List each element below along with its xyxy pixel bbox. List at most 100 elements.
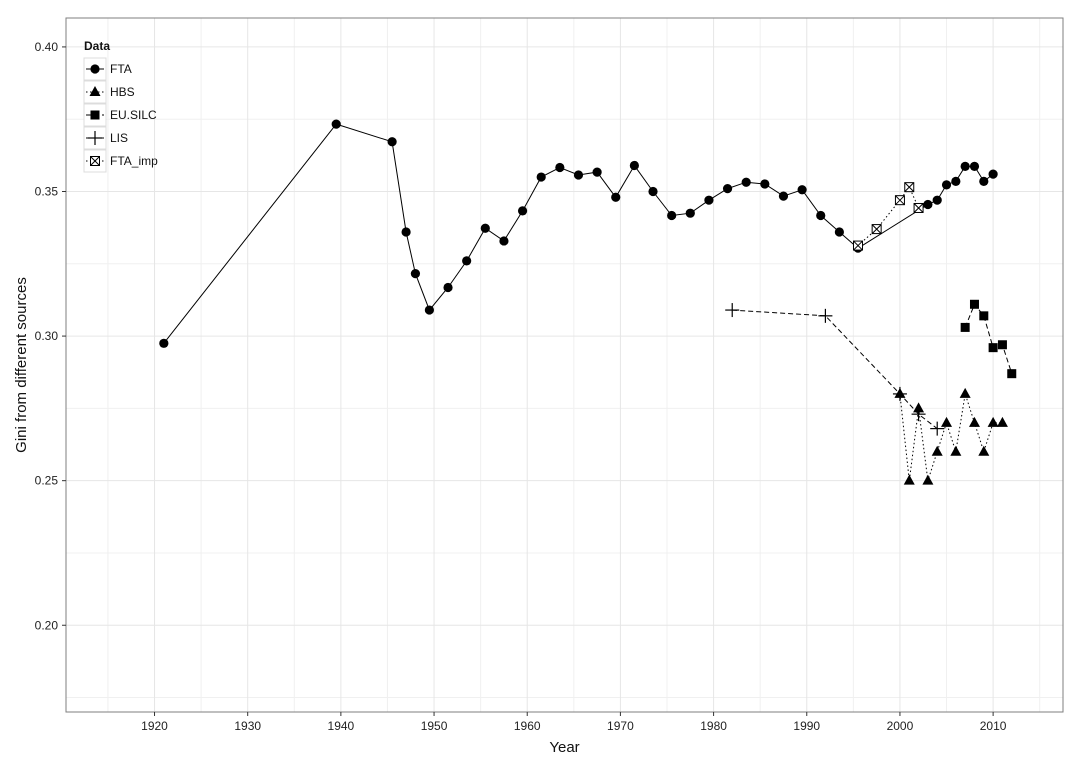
data-point-fta [499, 236, 509, 246]
data-point-hbs [931, 445, 943, 456]
legend-marker-fta-imp [90, 156, 100, 166]
data-point-eu-silc [979, 311, 989, 321]
data-point-fta-imp-d2 [853, 240, 863, 251]
legend-title: Data [84, 39, 110, 53]
data-point-fta [932, 195, 942, 205]
data-point-eu-silc [997, 340, 1007, 350]
legend-marker-fta-imp-d2 [90, 156, 100, 166]
y-tick-label: 0.35 [35, 185, 59, 199]
y-tick-label: 0.30 [35, 329, 59, 343]
data-point-fta [410, 269, 421, 279]
legend-marker-hbs [89, 86, 101, 96]
y-tick-label: 0.40 [35, 40, 59, 54]
data-point-fta [722, 184, 733, 194]
data-point-fta-imp-d2 [871, 224, 882, 234]
y-tick-label: 0.20 [35, 618, 59, 632]
data-point-eu-silc [988, 343, 998, 353]
data-point-fta [648, 186, 658, 197]
data-point-fta [834, 227, 844, 237]
data-point-fta [462, 256, 472, 266]
data-point-hbs [922, 474, 934, 485]
data-point-fta [923, 199, 933, 210]
legend-label-eu-silc: EU.SILC [110, 108, 157, 122]
data-point-lis [892, 386, 907, 401]
legend-marker-lis [88, 131, 102, 145]
data-point-fta [685, 208, 695, 218]
x-tick-label: 1930 [234, 719, 261, 733]
data-point-fta [555, 162, 565, 173]
data-point-hbs [959, 387, 971, 398]
data-point-hbs [978, 445, 990, 456]
data-point-fta [951, 176, 961, 186]
data-point-hbs [950, 445, 962, 456]
x-axis: 1920 1930 1940 1950 1960 1970 1980 1990 2000 2010 [141, 712, 1007, 733]
data-point-fta [443, 282, 453, 293]
legend-marker-eu-silc [90, 110, 100, 120]
data-point-fta-imp-d2 [904, 182, 915, 193]
data-point-fta [988, 169, 998, 179]
data-point-fta [573, 170, 584, 180]
plot-panel [66, 18, 1063, 712]
data-point-fta [778, 191, 789, 201]
data-point-lis [818, 308, 833, 323]
x-tick-label: 1950 [421, 719, 448, 733]
y-tick-label: 0.25 [35, 474, 59, 488]
data-point-fta [424, 305, 434, 315]
x-tick-label: 1990 [793, 719, 820, 733]
data-point-eu-silc [960, 322, 970, 332]
data-point-fta [969, 161, 980, 171]
data-point-fta-imp [894, 195, 905, 206]
legend-marker-fta [90, 64, 100, 74]
data-point-eu-silc [1007, 369, 1017, 379]
data-point-fta [667, 210, 677, 221]
data-point-fta-imp-d2 [913, 203, 924, 213]
data-point-hbs [996, 416, 1008, 427]
data-point-fta [517, 206, 528, 216]
series-line-fta-imp [857, 186, 920, 246]
x-tick-label: 1920 [141, 719, 168, 733]
data-point-fta [480, 223, 490, 233]
data-point-fta-imp [913, 202, 924, 213]
legend-label-lis: LIS [110, 131, 128, 145]
legend-label-fta-imp: FTA_imp [110, 154, 158, 168]
legend-label-hbs: HBS [110, 85, 135, 99]
x-tick-label: 2000 [887, 719, 914, 733]
data-point-hbs [903, 474, 915, 485]
y-axis: 0.20 0.25 0.30 0.35 0.40 [35, 40, 66, 632]
series-points [159, 119, 1017, 485]
data-point-lis [911, 407, 926, 422]
x-axis-title: Year [549, 739, 579, 756]
data-point-fta [760, 179, 770, 189]
data-point-fta-imp-d2 [895, 195, 905, 206]
series-line-hbs [899, 393, 1003, 481]
data-point-lis [930, 421, 945, 436]
x-tick-label: 1980 [700, 719, 727, 733]
data-point-fta [387, 137, 397, 147]
data-point-fta [159, 338, 169, 348]
x-tick-label: 1970 [607, 719, 634, 733]
y-axis-title: Gini from different sources [13, 277, 30, 453]
x-tick-label: 1940 [328, 719, 355, 733]
data-point-fta [331, 119, 341, 129]
data-point-fta [629, 160, 639, 171]
data-point-fta [741, 177, 751, 187]
data-point-fta [941, 180, 952, 190]
data-point-fta-imp [904, 182, 915, 193]
data-point-fta [536, 172, 546, 182]
plot-panel-border [65, 17, 1064, 713]
data-point-fta [797, 185, 807, 195]
data-point-fta [592, 167, 602, 177]
data-point-fta [401, 227, 411, 237]
data-point-fta [960, 161, 970, 171]
data-point-fta-imp [853, 240, 864, 251]
legend-label-fta: FTA [110, 62, 132, 76]
data-point-fta [611, 192, 621, 202]
data-point-hbs [941, 416, 953, 427]
data-point-hbs [968, 416, 980, 427]
x-tick-label: 2010 [980, 719, 1007, 733]
data-point-fta-imp [871, 224, 882, 235]
data-point-lis [725, 303, 740, 318]
data-point-fta [979, 176, 989, 186]
